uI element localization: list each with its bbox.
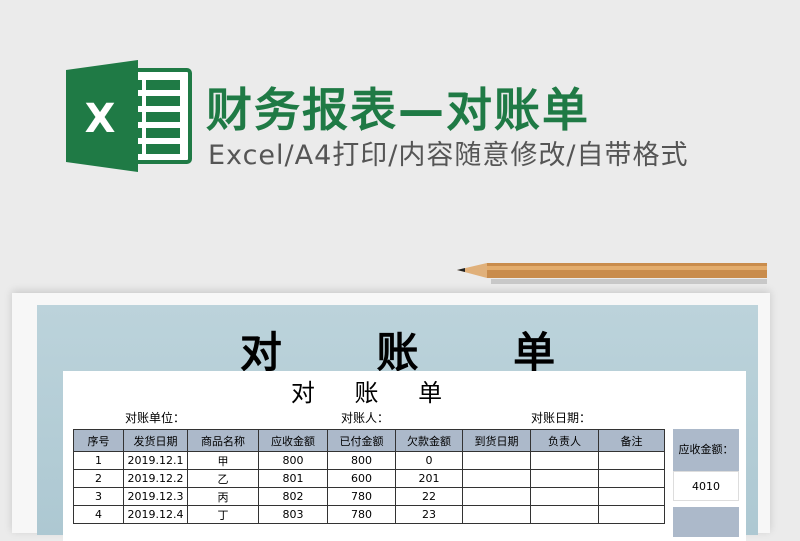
receivable-box: 应收金额： 4010: [673, 429, 739, 537]
table-cell[interactable]: 800: [327, 451, 396, 470]
table-cell[interactable]: [530, 451, 599, 470]
table-cell[interactable]: [598, 451, 665, 470]
column-header: 负责人: [530, 429, 599, 452]
table-row: 4 2019.12.4 丁 803 780 23: [73, 505, 665, 524]
table-cell[interactable]: [530, 469, 599, 488]
table-cell[interactable]: 3: [73, 487, 124, 506]
table-cell[interactable]: 甲: [187, 451, 259, 470]
table-cell[interactable]: 800: [258, 451, 328, 470]
table-cell[interactable]: 201: [395, 469, 463, 488]
table-cell[interactable]: 乙: [187, 469, 259, 488]
column-header: 应收金额: [258, 429, 328, 452]
table-cell[interactable]: 1: [73, 451, 124, 470]
column-header: 已付金额: [327, 429, 396, 452]
label-date: 对账日期：: [531, 411, 592, 425]
table-cell[interactable]: 803: [258, 505, 328, 524]
table-cell[interactable]: 2019.12.1: [123, 451, 188, 470]
table-cell[interactable]: 2019.12.3: [123, 487, 188, 506]
table-cell[interactable]: [462, 505, 531, 524]
column-header: 欠款金额: [395, 429, 463, 452]
table-cell[interactable]: 22: [395, 487, 463, 506]
table-cell[interactable]: 2019.12.2: [123, 469, 188, 488]
column-header: 序号: [73, 429, 124, 452]
table-row: 2 2019.12.2 乙 801 600 201: [73, 469, 665, 488]
table-cell[interactable]: [462, 487, 531, 506]
pencil-icon: [457, 263, 767, 284]
excel-logo-icon: X: [66, 60, 192, 172]
label-unit: 对账单位：: [125, 411, 186, 425]
document-big-title: 对 账 单: [239, 328, 596, 377]
table-cell[interactable]: 802: [258, 487, 328, 506]
table-cell[interactable]: 23: [395, 505, 463, 524]
table-cell[interactable]: 丁: [187, 505, 259, 524]
sheet-title: 对 账 单: [290, 379, 459, 407]
document-preview: 对 账 单 对 账 单 对账单位： 对账人： 对账日期： 序号 发货日期 商品名称应…: [37, 305, 758, 541]
table-cell[interactable]: 丙: [187, 487, 259, 506]
statement-table: 序号 发货日期 商品名称 应收金额 已付金额 欠款金额 到货日期 负责人 备注 1 2019.12…: [73, 429, 665, 524]
column-header: 发货日期: [123, 429, 188, 452]
table-cell[interactable]: 0: [395, 451, 463, 470]
table-cell[interactable]: [598, 487, 665, 506]
column-header: 备注: [598, 429, 665, 452]
table-cell[interactable]: [462, 469, 531, 488]
table-cell[interactable]: 2019.12.4: [123, 505, 188, 524]
column-header: 到货日期: [462, 429, 531, 452]
table-cell[interactable]: [530, 505, 599, 524]
table-cell[interactable]: [598, 505, 665, 524]
label-person: 对账人：: [341, 411, 390, 425]
table-cell[interactable]: 600: [327, 469, 396, 488]
table-cell[interactable]: 780: [327, 487, 396, 506]
table-cell[interactable]: [462, 451, 531, 470]
table-row: 3 2019.12.3 丙 802 780 22: [73, 487, 665, 506]
receivable-footer: [673, 507, 739, 537]
spreadsheet: 对 账 单 对账单位： 对账人： 对账日期： 序号 发货日期 商品名称 应收金额 已付金…: [63, 371, 746, 541]
receivable-value: 4010: [673, 471, 739, 501]
table-cell[interactable]: 4: [73, 505, 124, 524]
column-header: 商品名称: [187, 429, 259, 452]
table-row: 1 2019.12.1 甲 800 800 0: [73, 451, 665, 470]
table-cell[interactable]: 780: [327, 505, 396, 524]
table-cell[interactable]: [530, 487, 599, 506]
receivable-label: 应收金额：: [673, 429, 739, 471]
page-title: 财务报表—对账单: [206, 83, 590, 137]
table-cell[interactable]: 801: [258, 469, 328, 488]
table-cell[interactable]: [598, 469, 665, 488]
page-subtitle: Excel/A4打印/内容随意修改/自带格式: [208, 140, 689, 171]
logo-letter: X: [85, 96, 116, 142]
table-cell[interactable]: 2: [73, 469, 124, 488]
